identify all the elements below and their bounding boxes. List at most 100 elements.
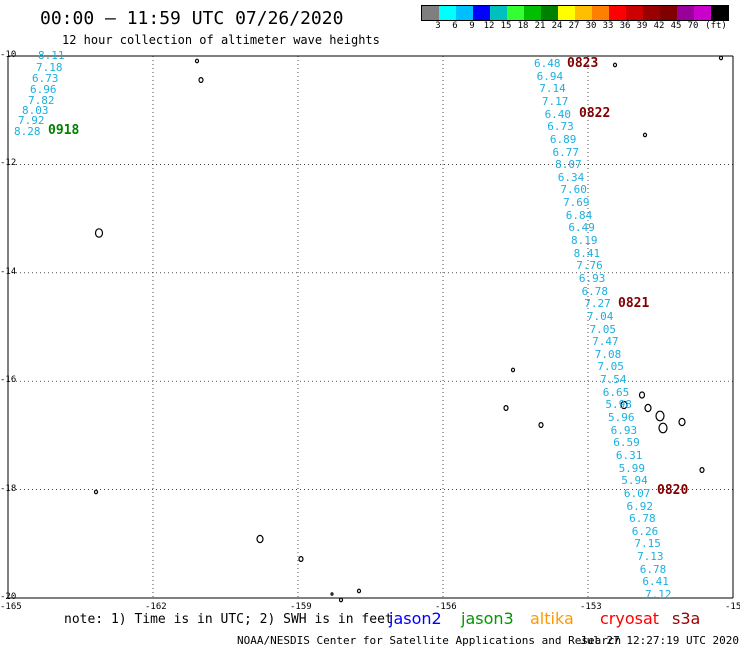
island-outline: [644, 403, 652, 413]
swh-value: 7.47: [592, 335, 619, 349]
page-subtitle: 12 hour collection of altimeter wave hei…: [62, 33, 380, 47]
swh-value: 6.78: [639, 562, 667, 576]
legend-label: 36: [619, 21, 631, 31]
swh-value: 6.96: [30, 83, 57, 96]
island-outline: [538, 422, 544, 429]
swh-value: 7.13: [637, 550, 664, 564]
pass-time-label: 0822: [579, 106, 611, 121]
swh-value: 6.73: [32, 72, 59, 85]
legend-swatch: [473, 6, 490, 20]
swh-value: 6.92: [626, 499, 654, 513]
swh-value: 5.96: [608, 411, 635, 424]
island-outline: [658, 422, 668, 434]
swh-value: 7.15: [634, 537, 661, 551]
legend-label: 30: [585, 21, 597, 31]
swh-value: 6.78: [581, 284, 609, 298]
credit-text: NOAA/NESDIS Center for Satellite Applica…: [237, 634, 622, 647]
swh-value: 6.31: [615, 448, 643, 462]
island-outline: [338, 597, 344, 603]
pass-time-label: 0820: [657, 483, 689, 498]
swh-value: 7.08: [594, 347, 622, 361]
swh-value: 6.49: [568, 221, 595, 235]
legend-swatch: [422, 6, 439, 20]
swh-value: 5.99: [618, 461, 646, 475]
swh-value: 7.14: [539, 82, 566, 96]
y-tick-label: -12: [0, 158, 17, 169]
y-tick-label: -16: [0, 375, 17, 386]
swh-value: 6.93: [578, 271, 606, 285]
page-title: 00:00 – 11:59 UTC 07/26/2020: [40, 8, 344, 29]
swh-value: 6.48: [534, 57, 561, 70]
legend-label: 21: [534, 21, 546, 31]
swh-value: 8.19: [571, 234, 598, 247]
swh-value: 6.77: [552, 145, 580, 159]
swh-value: 7.18: [36, 61, 63, 74]
swh-value: 6.40: [544, 107, 572, 121]
legend-swatch: [558, 6, 575, 20]
legend-label: 42: [653, 21, 665, 31]
legend-label: 27: [568, 21, 580, 31]
swh-value: 6.94: [536, 69, 564, 83]
swh-value: 6.78: [629, 512, 656, 526]
legend-label: 9: [469, 21, 475, 31]
island-outline: [298, 555, 304, 562]
legend-swatch: [575, 6, 592, 20]
island-outline: [330, 592, 334, 596]
legend-label: 3: [435, 21, 441, 31]
swh-value: 8.28: [14, 125, 41, 138]
legend-swatch: [456, 6, 473, 20]
x-tick-label: -162: [145, 602, 167, 612]
island-outline: [612, 62, 618, 68]
y-tick-label: -10: [0, 50, 17, 60]
legend-swatch: [490, 6, 507, 20]
swh-value: 7.82: [28, 94, 55, 107]
swh-value: 7.54: [600, 373, 627, 387]
island-outline: [510, 367, 516, 373]
swh-value: 7.27: [584, 297, 611, 311]
x-tick-label: -156: [435, 602, 457, 612]
legend-label: 6: [452, 21, 458, 31]
island-outline: [503, 405, 509, 412]
swh-value: 8.11: [38, 49, 65, 62]
swh-value: 6.34: [557, 170, 585, 184]
island-outline: [642, 132, 648, 138]
x-tick-label: -15: [725, 602, 740, 612]
color-legend: [421, 5, 729, 21]
y-tick-label: -20: [0, 592, 17, 602]
footer-note: note: 1) Time is in UTC; 2) SWH is in fe…: [64, 612, 393, 627]
pass-time-label: 0821: [618, 296, 650, 311]
legend-label: 70: [687, 21, 699, 31]
legend-label: 33: [602, 21, 614, 31]
x-tick-label: -153: [580, 602, 602, 612]
island-outline: [93, 489, 99, 495]
y-tick-label: -14: [0, 266, 17, 277]
x-tick-label: -159: [290, 602, 312, 612]
legend-swatch: [524, 6, 541, 20]
island-outline: [194, 58, 200, 64]
swh-value: 6.59: [613, 436, 640, 450]
satellite-cryosat: cryosat: [600, 609, 660, 628]
swh-value: 5.94: [621, 474, 648, 488]
island-outline: [655, 410, 665, 422]
legend-label: 39: [636, 21, 648, 31]
island-outline: [356, 588, 362, 594]
island-outline: [678, 417, 686, 427]
legend-label: 24: [551, 21, 563, 31]
island-outline: [699, 467, 705, 474]
legend-swatch: [694, 6, 711, 20]
pass-time-label: 0918: [48, 123, 80, 138]
legend-swatch: [660, 6, 677, 20]
swh-value: 6.93: [610, 423, 638, 437]
satellite-jason2: jason2: [389, 609, 442, 628]
swh-value: 7.05: [597, 360, 624, 374]
satellite-jason3: jason3: [461, 609, 514, 628]
legend-swatch: [609, 6, 626, 20]
grid-lines: [7, 55, 734, 599]
legend-swatch: [541, 6, 558, 20]
swh-value: 7.05: [589, 322, 617, 336]
swh-value: 7.69: [563, 196, 590, 210]
swh-value: 7.60: [560, 183, 587, 197]
generation-timestamp: Jul 27 12:27:19 UTC 2020: [580, 634, 739, 647]
satellite-s3a: s3a: [672, 609, 701, 628]
